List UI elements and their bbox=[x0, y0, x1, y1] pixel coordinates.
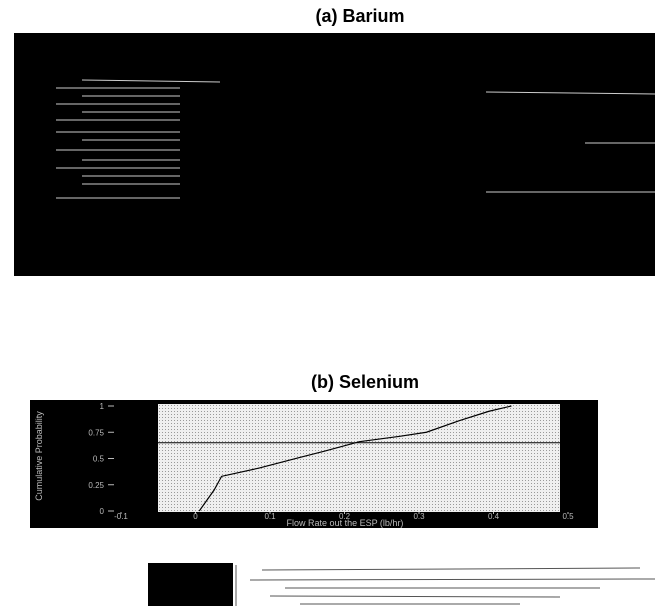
bottom-strip-lines bbox=[236, 565, 655, 606]
y-tick-label: 0 bbox=[100, 507, 105, 516]
panel-a-title: (a) Barium bbox=[315, 6, 404, 26]
barium-image bbox=[14, 33, 655, 276]
y-tick-label: 0.75 bbox=[88, 428, 104, 437]
y-tick-label: 0.25 bbox=[88, 481, 104, 490]
plot-area bbox=[158, 404, 560, 512]
figure: (a) Barium (b) Selenium Cumulative Proba… bbox=[0, 0, 661, 606]
bottom-strip-block bbox=[148, 563, 233, 606]
y-axis-label: Cumulative Probability bbox=[34, 411, 44, 501]
y-tick-label: 0.5 bbox=[93, 455, 105, 464]
panel-b-title: (b) Selenium bbox=[311, 372, 419, 392]
y-tick-label: 1 bbox=[100, 402, 105, 411]
